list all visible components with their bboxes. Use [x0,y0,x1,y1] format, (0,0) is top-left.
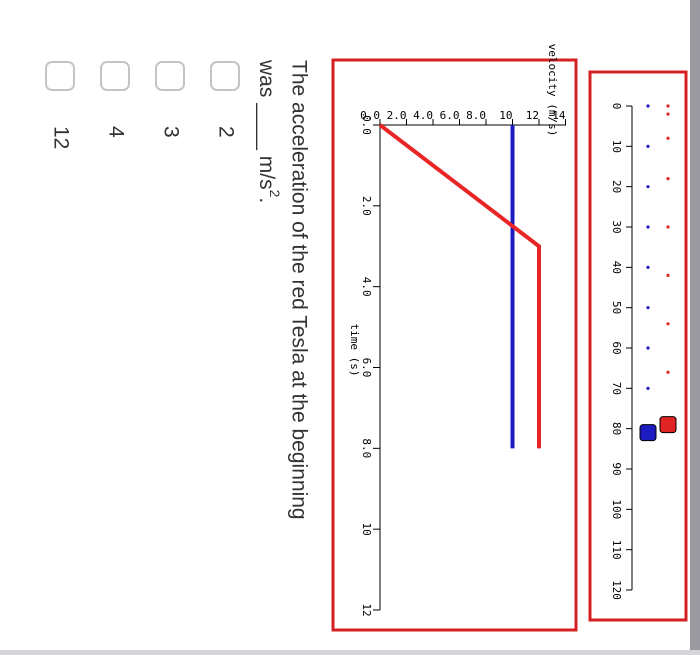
position-dot [666,104,670,108]
position-dot [666,177,670,181]
position-dot [666,136,670,140]
x-tick-label: 60 [610,341,623,354]
blank: ____ [255,102,278,150]
x-tick-label: 4.0 [360,277,373,297]
checkbox[interactable] [210,61,240,91]
car [639,424,657,442]
x-tick-label: 2.0 [360,196,373,216]
side-strip [0,650,700,655]
x-tick-label: 40 [610,261,623,274]
position-dot [666,225,670,229]
y-tick-label: 6.0 [440,109,460,122]
x-tick-label: 100 [610,499,623,519]
option-label[interactable]: 12 [49,126,72,149]
x-tick-label: 70 [610,382,623,395]
y-tick-label: 10 [499,109,512,122]
question-text: was [255,59,278,97]
highlight-box [331,58,578,632]
x-tick-label: 0 [610,103,623,110]
position-dot [646,265,650,269]
position-dot [646,185,650,189]
position-dot [646,225,650,229]
position-dot [646,306,650,310]
x-axis-title: time (s) [348,324,361,377]
x-tick-label: 6.0 [360,358,373,378]
checkbox[interactable] [100,61,130,91]
position-dot [646,144,650,148]
question-text: was ____ m/s2. [255,59,283,203]
y-tick-label: 0.0 [360,109,380,122]
x-tick-label: 10 [360,523,373,536]
top-bar [690,0,700,655]
y-tick-label: 4.0 [413,109,433,122]
x-tick-label: 0.0 [360,115,373,135]
option-label[interactable]: 3 [159,126,182,138]
y-tick-label: 8.0 [466,109,486,122]
position-dot [666,322,670,326]
x-tick-label: 30 [610,220,623,233]
x-tick-label: 12 [360,603,373,616]
position-dot [666,273,670,277]
unit-exponent: 2 [267,190,283,198]
y-tick-label: 2.0 [387,109,407,122]
checkbox[interactable] [45,61,75,91]
checkbox[interactable] [155,61,185,91]
x-tick-label: 120 [610,580,623,600]
highlight-box [588,70,688,622]
x-tick-label: 110 [610,540,623,560]
position-dot [646,104,650,108]
x-tick-label: 20 [610,180,623,193]
position-dot [646,386,650,390]
x-tick-label: 10 [610,140,623,153]
x-tick-label: 50 [610,301,623,314]
x-tick-label: 8.0 [360,438,373,458]
y-tick-label: 14 [552,109,566,122]
data-line [378,123,541,449]
y-axis-title: velocity (m/s) [546,44,559,137]
x-tick-label: 80 [610,422,623,435]
position-dot [666,112,670,116]
x-tick-label: 90 [610,462,623,475]
position-dot [646,346,650,350]
option-label[interactable]: 2 [214,126,237,138]
position-dot [666,370,670,374]
unit: m/s [255,156,278,190]
y-tick-label: 12 [526,109,539,122]
period: . [255,197,278,203]
car [659,416,677,434]
option-label[interactable]: 4 [104,126,127,138]
question-text: The acceleration of the red Tesla at the… [287,60,310,520]
